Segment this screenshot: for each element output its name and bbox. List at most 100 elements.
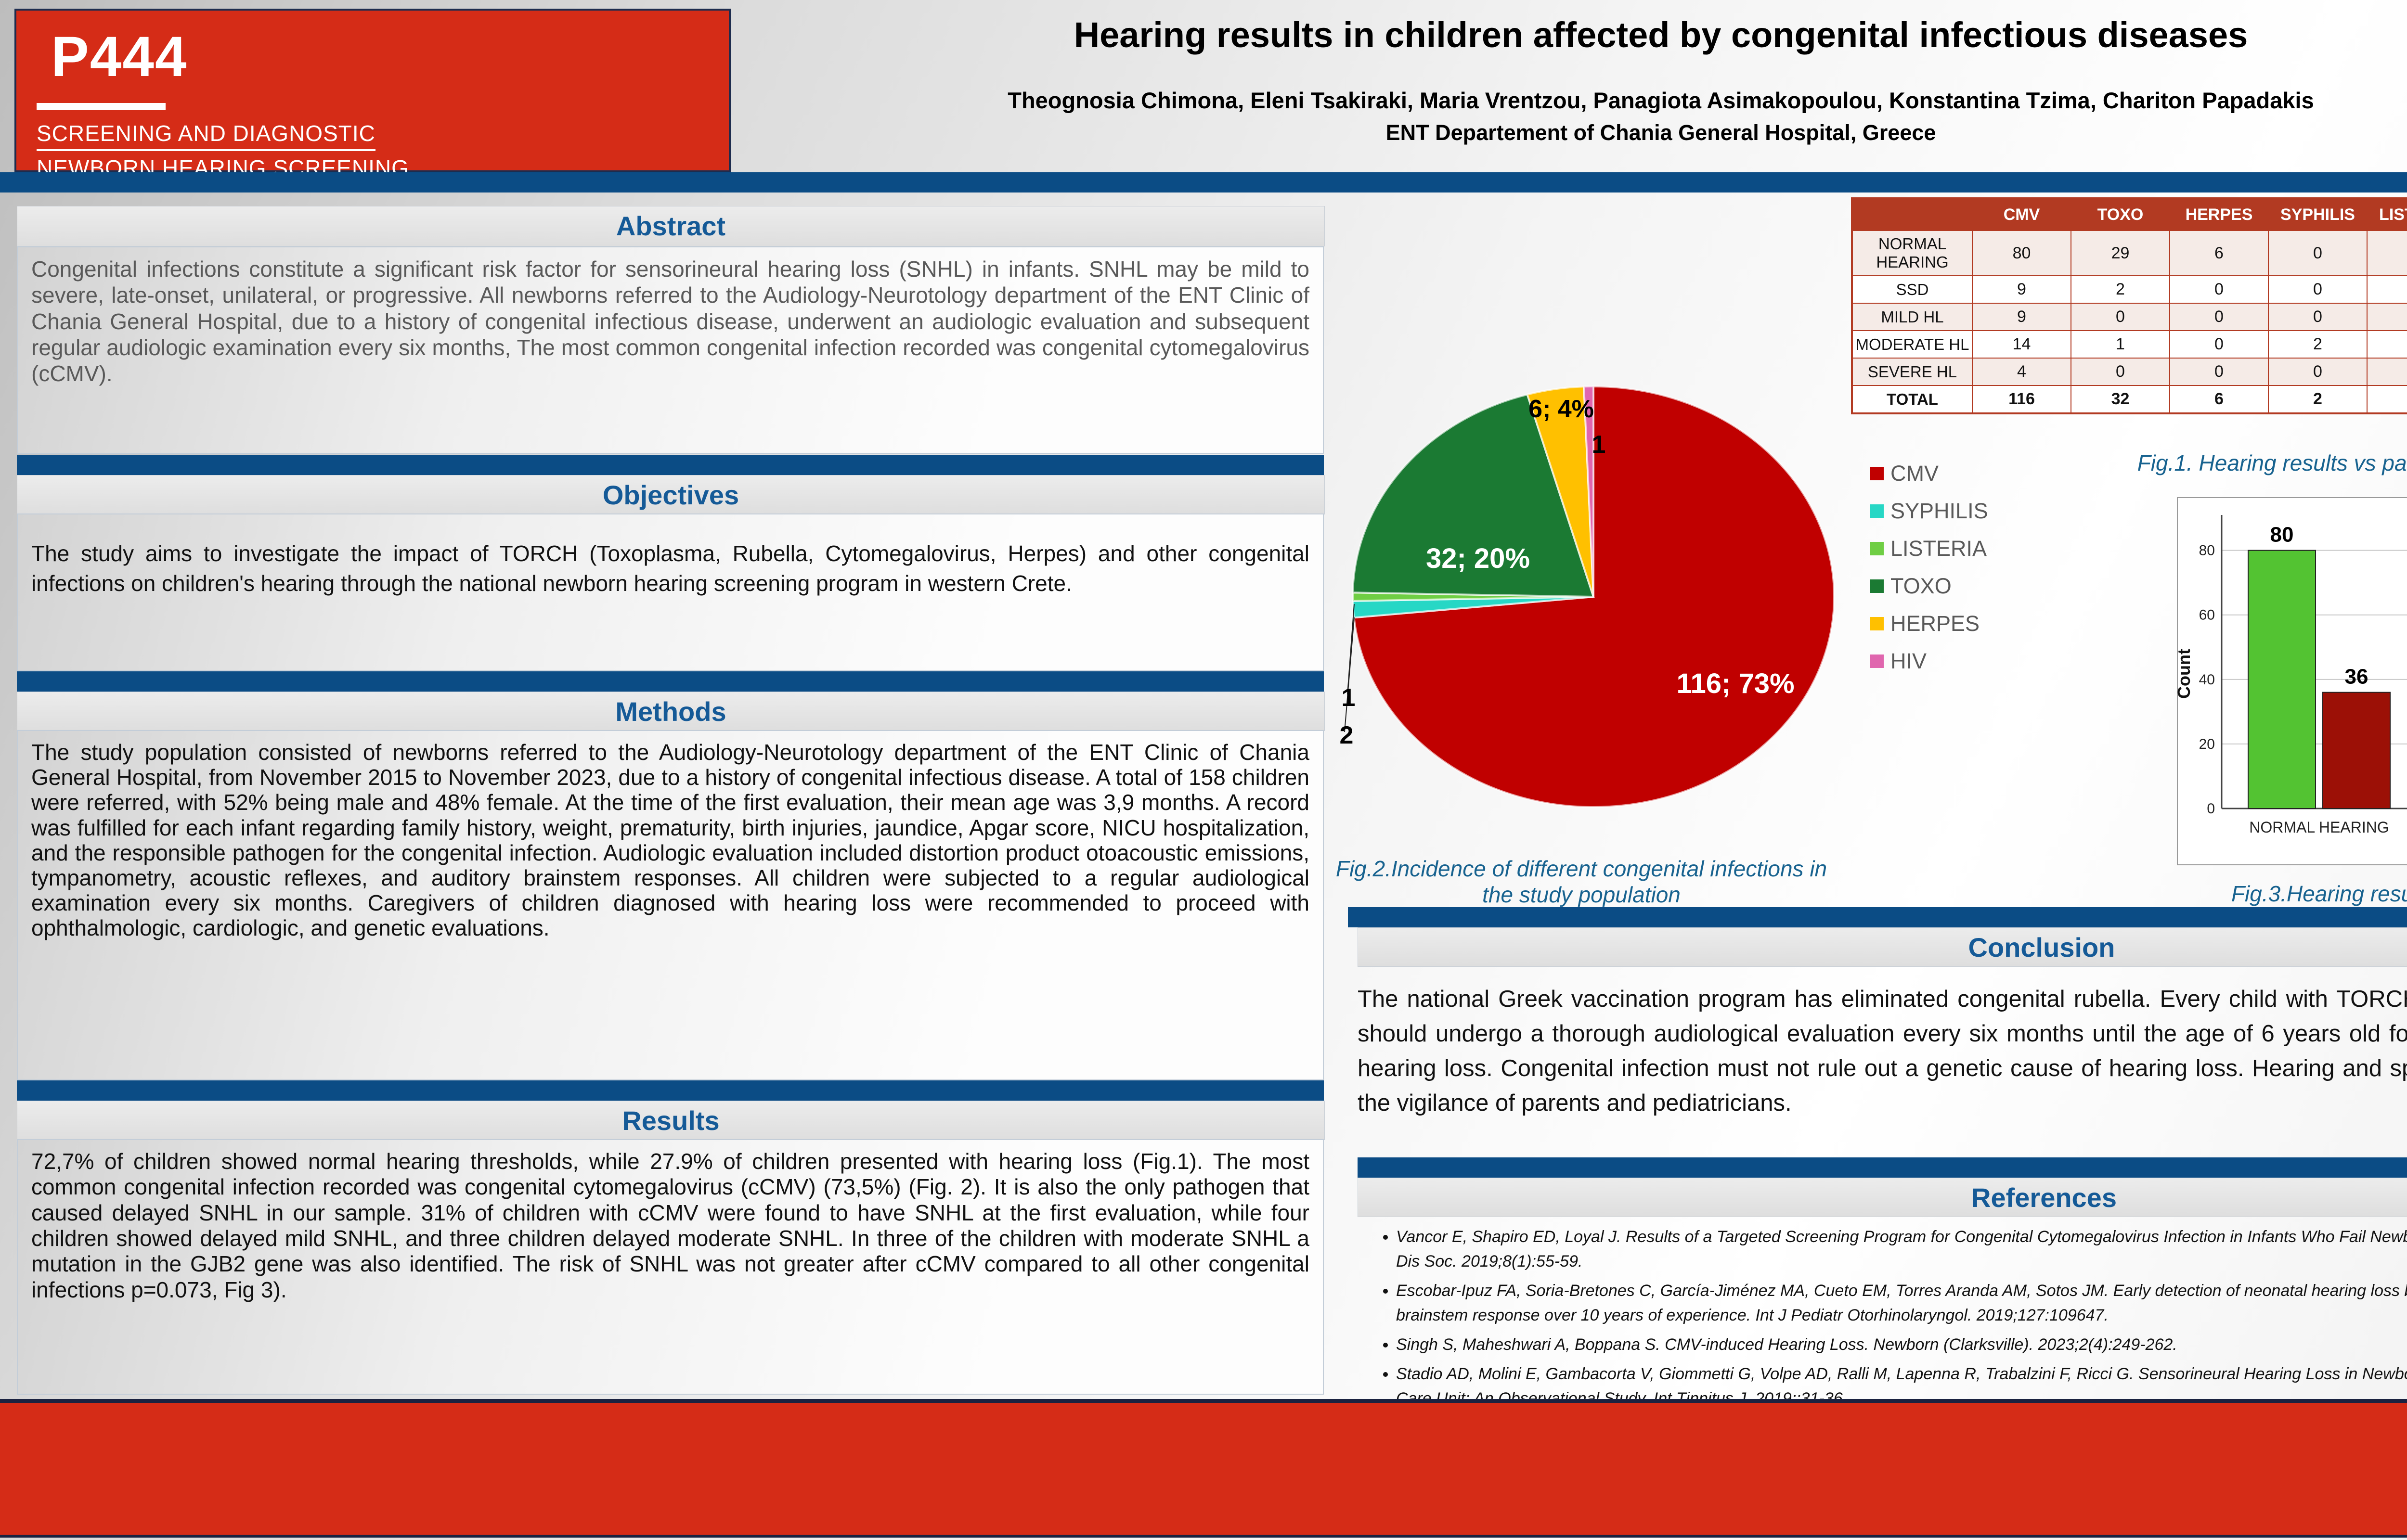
table-cell: 0 [2071,303,2170,331]
legend-item-herpes: HERPES [1870,605,2092,642]
legend-swatch [1870,654,1884,668]
legend-label: CMV [1890,461,1939,486]
legend-swatch [1870,542,1884,555]
table-row-label: NORMAL HEARING [1851,230,1973,276]
section-divider [1348,907,2407,927]
pie-legend: CMV SYPHILIS LISTERIA TOXO HERPES HIV [1870,455,2092,680]
table-col-header: TOXO [2071,198,2170,231]
table-cell: 0 [2367,303,2407,331]
bar-value-label: 80 [2270,523,2294,547]
section-divider [17,455,1324,475]
poster-id: P444 [51,25,188,89]
table-row: NORMAL HEARING80296000115 [1851,230,2407,276]
table-col-header: CMV [1972,198,2071,231]
poster-authors: Theognosia Chimona, Eleni Tsakiraki, Mar… [1008,88,2314,113]
table-row-label: MILD HL [1851,303,1973,331]
table-cell: 1 [2367,330,2407,359]
table-cell: 0 [2268,303,2368,331]
y-axis-title: Count [2174,649,2194,699]
reference-item: Singh S, Maheshwari A, Boppana S. CMV-in… [1396,1333,2407,1357]
header-divider-bar [0,172,2407,192]
table-cell: 2 [2268,385,2368,414]
section-title-conclusion: Conclusion [1358,927,2407,967]
divider [37,103,166,110]
table-cell: 0 [2169,330,2269,359]
footer-bar [0,1399,2407,1538]
bar-value-label: 36 [2345,665,2368,689]
table-col-header: SYPHILIS [2268,198,2368,231]
section-divider [17,1080,1324,1101]
legend-swatch [1870,504,1884,518]
table-row-label: SSD [1851,275,1973,304]
references-list: Vancor E, Shapiro ED, Loyal J. Results o… [1367,1225,2407,1411]
table-col-header: HERPES [2169,198,2269,231]
pie-label-syphilis: 2 [1340,721,1354,749]
legend-label: SYPHILIS [1890,499,1988,523]
table-cell: 0 [2169,303,2269,331]
table-row: TOTAL116326211158 [1851,385,2407,414]
pie-leader-line [1347,603,1355,695]
objectives-body: The study aims to investigate the impact… [17,513,1324,671]
pie-label-toxo: 32; 20% [1426,543,1530,574]
fig2-caption: Fig.2.Incidence of different congenital … [1335,856,1827,907]
table-cell: 29 [2071,230,2170,276]
table-cell: 6 [2169,230,2269,276]
conclusion-body: The national Greek vaccination program h… [1358,986,2407,1116]
table-cell: 2 [2268,330,2368,359]
y-tick-label: 80 [2199,543,2215,559]
table-row: MILD HL9000009 [1851,303,2407,331]
table-cell: 0 [2367,358,2407,386]
y-tick-label: 40 [2199,672,2215,688]
table-cell: 0 [2071,358,2170,386]
table-cell: 116 [1972,385,2071,414]
table-col-header: LISTERIA [2367,198,2407,231]
abstract-body: Congenital infections constitute a signi… [17,246,1324,454]
pie-slice-toxo [1352,393,1595,598]
pie-slice-hiv [1583,385,1594,597]
fig1-table-container: CMVTOXOHERPESSYPHILISLISTERIAHIVTOTALNOR… [1851,197,2407,414]
section-title-methods: Methods [17,692,1325,731]
poster-title: Hearing results in children affected by … [1074,15,2248,55]
reference-item: Vancor E, Shapiro ED, Loyal J. Results o… [1396,1225,2407,1274]
table-cell: 1 [2367,385,2407,414]
section-title-objectives: Objectives [17,475,1325,514]
table-cell: 0 [2268,230,2368,276]
pie-label-herpes: 6; 4% [1528,395,1594,423]
table-row-label: SEVERE HL [1851,358,1973,386]
x-category-label: NORMAL HEARING [2249,819,2389,836]
table-cell: 0 [2268,275,2368,304]
table-cell: 0 [2367,275,2407,304]
bar-cmv [2248,550,2316,809]
bar-other-infection [2322,692,2391,809]
table-row: SEVERE HL4000004 [1851,358,2407,386]
legend-swatch [1870,467,1884,480]
table-cell: 0 [2169,358,2269,386]
table-cell: 0 [2268,358,2368,386]
pie-chart-fig2: 116; 73% 2 1 32; 20% 6; 4% 1 [1340,385,1836,808]
references-body: Vancor E, Shapiro ED, Loyal J. Results o… [1367,1225,2407,1408]
poster-affiliation: ENT Departement of Chania General Hospit… [1385,120,1936,145]
legend-swatch [1870,579,1884,593]
fig3-caption: Fig.3.Hearing results in cCMV vs other p… [2231,881,2407,906]
hearing-results-table: CMVTOXOHERPESSYPHILISLISTERIAHIVTOTALNOR… [1851,197,2407,414]
legend-item-hiv: HIV [1870,642,2092,680]
table-row-label: MODERATE HL [1851,330,1973,359]
results-body: 72,7% of children showed normal hearing … [17,1139,1324,1395]
legend-label: HERPES [1890,611,1980,636]
table-cell: 2 [2071,275,2170,304]
track-category: SCREENING AND DIAGNOSTIC [37,120,375,151]
poster-id-badge: P444 SCREENING AND DIAGNOSTIC NEWBORN HE… [14,9,731,180]
legend-label: TOXO [1890,574,1952,598]
header-center: Hearing results in children affected by … [746,14,2407,145]
y-tick-label: 60 [2199,607,2215,623]
legend-item-toxo: TOXO [1870,567,2092,605]
pie-label-hiv: 1 [1592,431,1606,459]
table-cell: 80 [1972,230,2071,276]
legend-label: LISTERIA [1890,536,1987,561]
section-title-abstract: Abstract [17,206,1325,246]
legend-label: HIV [1890,649,1927,673]
table-cell: 0 [2169,275,2269,304]
table-cell: 6 [2169,385,2269,414]
table-row-label: TOTAL [1851,385,1973,414]
